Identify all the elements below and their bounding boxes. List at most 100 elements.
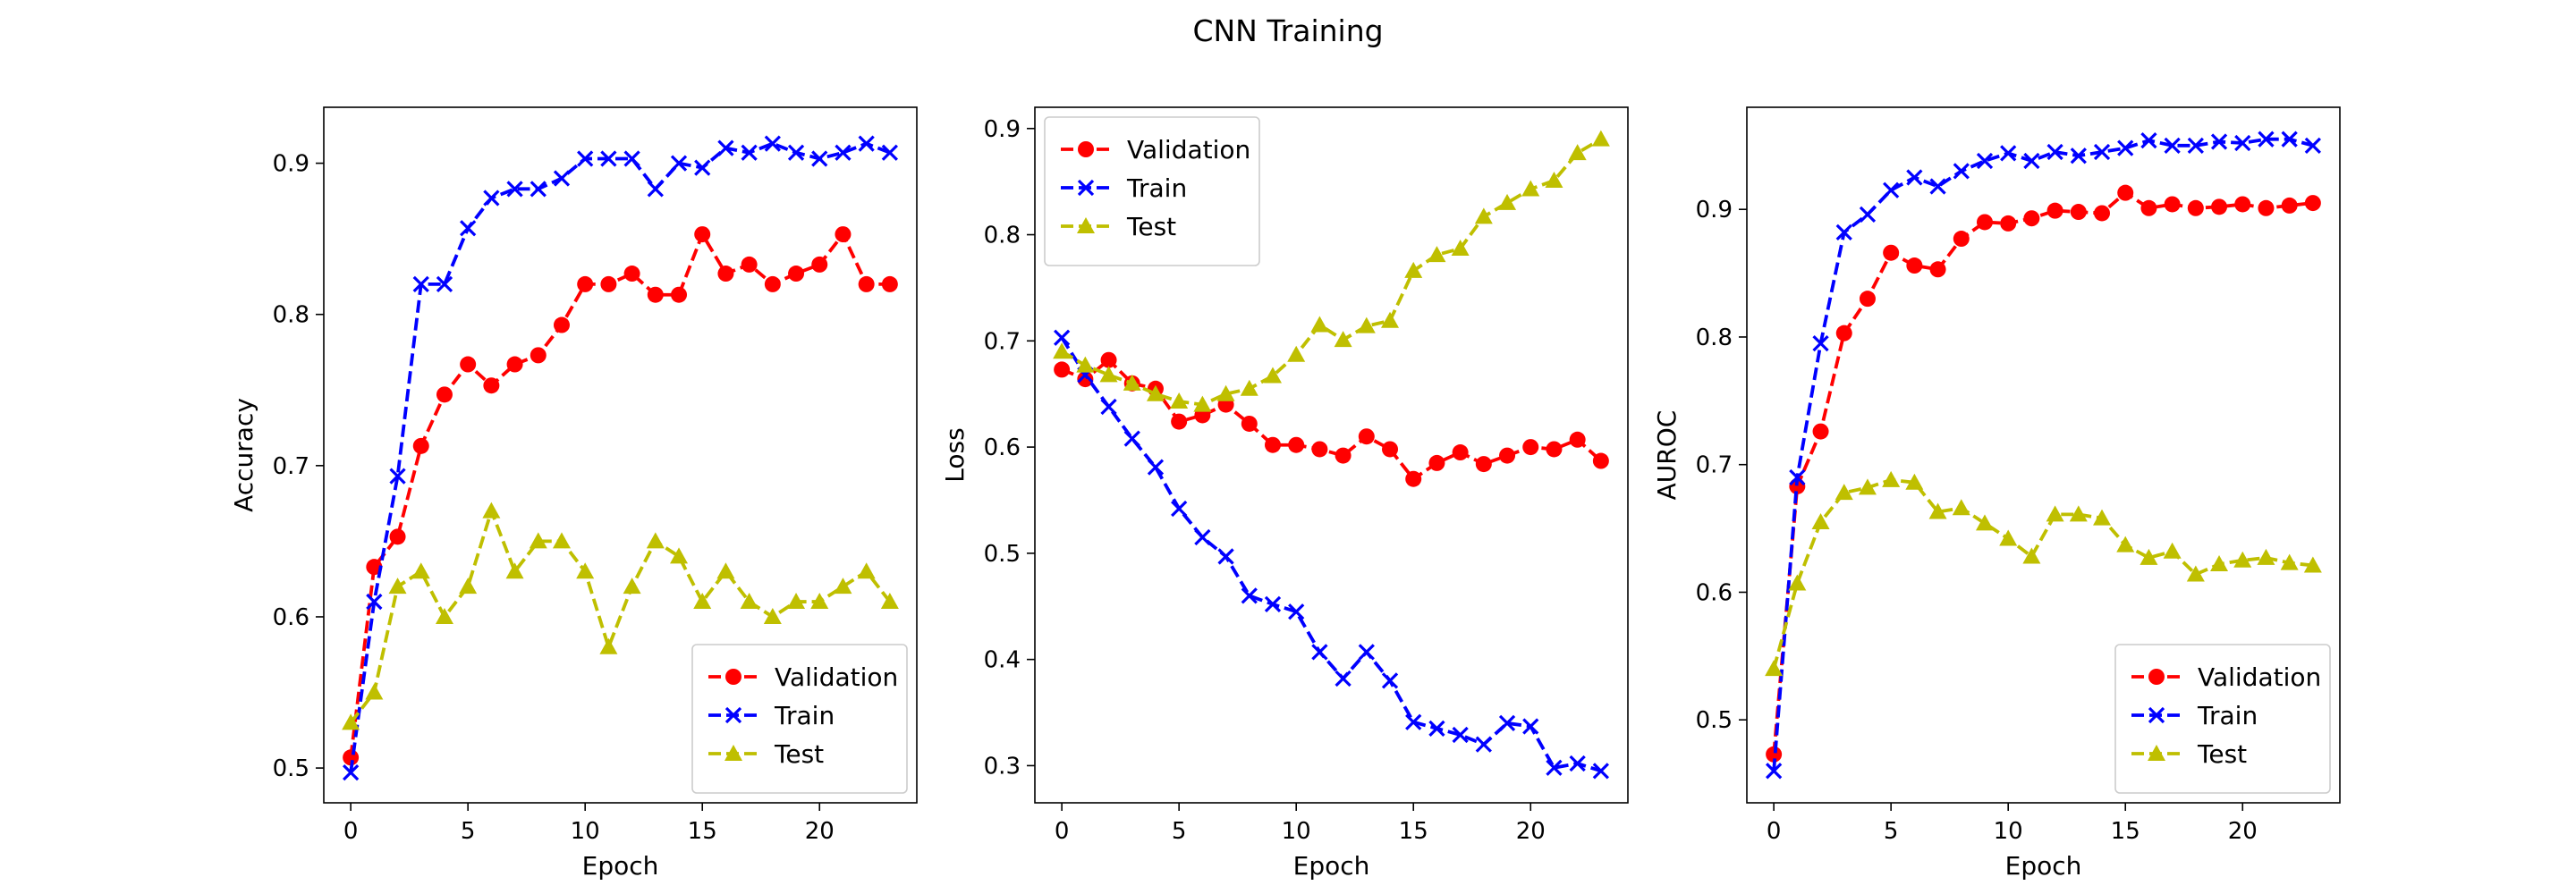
data-point-test — [505, 562, 524, 579]
data-point-validation — [460, 356, 477, 373]
data-point-train — [460, 220, 477, 237]
data-point-test — [2280, 553, 2299, 570]
data-point-test — [411, 562, 430, 579]
data-point-test — [1216, 384, 1235, 401]
data-point-validation — [2304, 195, 2321, 212]
data-point-test — [646, 532, 665, 549]
legend-label: Train — [774, 701, 835, 730]
x-tick-label: 5 — [1172, 818, 1187, 845]
data-point-test — [2022, 547, 2041, 564]
data-point-validation — [1311, 441, 1328, 458]
x-tick-label: 20 — [1516, 818, 1546, 845]
data-point-train — [1569, 755, 1586, 772]
data-point-validation — [483, 377, 500, 394]
legend-label: Train — [2197, 701, 2258, 730]
data-point-test — [2069, 505, 2088, 522]
data-point-validation — [1405, 470, 1422, 487]
data-point-test — [1928, 502, 1947, 519]
legend-label: Validation — [2198, 662, 2321, 692]
data-point-validation — [1812, 423, 1829, 440]
legend-box — [2114, 644, 2331, 794]
data-point-test — [1263, 367, 1282, 384]
data-point-train — [1498, 714, 1516, 732]
data-point-validation — [694, 226, 711, 243]
data-point-test — [342, 713, 360, 730]
y-axis-label: Accuracy — [229, 398, 258, 512]
data-point-validation — [2187, 199, 2204, 216]
data-point-validation — [1452, 444, 1469, 461]
legend-marker — [1077, 217, 1095, 233]
data-point-test — [740, 593, 758, 610]
data-point-train — [506, 181, 523, 198]
y-tick-label: 0.6 — [1696, 579, 1733, 606]
data-point-validation — [1077, 371, 1094, 388]
y-tick-label: 0.9 — [273, 151, 309, 178]
data-point-validation — [2094, 205, 2111, 222]
data-point-train — [343, 764, 360, 781]
data-point-test — [2186, 565, 2205, 582]
data-point-train — [483, 190, 500, 207]
data-point-test — [2303, 556, 2322, 573]
data-point-train — [717, 139, 734, 156]
data-point-test — [1765, 660, 1784, 677]
data-point-validation — [412, 437, 429, 454]
series-layer — [1053, 130, 1610, 780]
data-point-train — [670, 155, 688, 172]
data-point-train — [858, 135, 875, 152]
data-point-test — [1498, 193, 1517, 210]
x-tick-label: 0 — [1055, 818, 1070, 845]
data-point-test — [2257, 548, 2275, 565]
data-point-train — [1194, 528, 1211, 546]
legend-box — [1044, 116, 1260, 266]
data-point-validation — [2234, 196, 2251, 213]
x-tick-label: 15 — [2111, 818, 2140, 845]
auroc-panel: Epoch AUROC 0 5 10 15 20 0.5 0.6 0.7 0.8 0.9 Valid… — [1652, 106, 2341, 881]
y-tick-label: 0.4 — [984, 647, 1021, 674]
x-tick-label: 20 — [805, 818, 835, 845]
axes-frame — [1034, 106, 1629, 804]
data-point-train — [623, 150, 640, 167]
data-point-train — [389, 468, 406, 485]
y-tick-label: 0.5 — [273, 755, 309, 782]
data-point-train — [1906, 169, 1923, 186]
axes-frame — [323, 106, 918, 804]
data-point-train — [1929, 178, 1946, 195]
y-tick-label: 0.3 — [984, 753, 1021, 780]
data-point-validation — [1546, 441, 1563, 458]
x-tick-label: 15 — [1399, 818, 1428, 845]
legend-label: Validation — [1127, 135, 1250, 164]
y-tick-label: 0.8 — [1696, 325, 1733, 351]
data-point-test — [529, 532, 547, 549]
data-point-train — [2187, 137, 2204, 154]
data-point-test — [365, 683, 384, 700]
series-line-validation — [349, 232, 890, 758]
x-tick-label: 10 — [1994, 818, 2023, 845]
data-point-validation — [436, 386, 453, 403]
y-tick-label: 0.9 — [984, 116, 1021, 143]
legend-box — [691, 644, 908, 794]
y-tick-label: 0.5 — [984, 541, 1021, 568]
data-point-validation — [858, 275, 875, 292]
data-point-validation — [2211, 198, 2228, 215]
data-point-validation — [2140, 199, 2157, 216]
x-axis-label: Epoch — [1293, 851, 1370, 881]
data-point-test — [2093, 509, 2112, 526]
legend-label: Train — [1126, 173, 1187, 203]
y-tick-label: 0.7 — [984, 328, 1021, 355]
series-line-train — [349, 141, 891, 773]
data-point-test — [1905, 473, 1924, 490]
data-point-train — [2258, 131, 2275, 148]
data-point-train — [2164, 137, 2181, 154]
data-point-test — [576, 562, 595, 579]
legend-label: Validation — [775, 662, 898, 692]
data-point-test — [1404, 261, 1423, 278]
data-point-test — [1521, 180, 1540, 197]
data-point-train — [1835, 224, 1852, 241]
data-point-validation — [530, 347, 547, 364]
data-point-validation — [1592, 452, 1609, 469]
data-point-validation — [717, 266, 734, 283]
y-tick-label: 0.8 — [984, 223, 1021, 249]
data-point-test — [1952, 499, 1970, 516]
data-point-test — [552, 532, 571, 549]
